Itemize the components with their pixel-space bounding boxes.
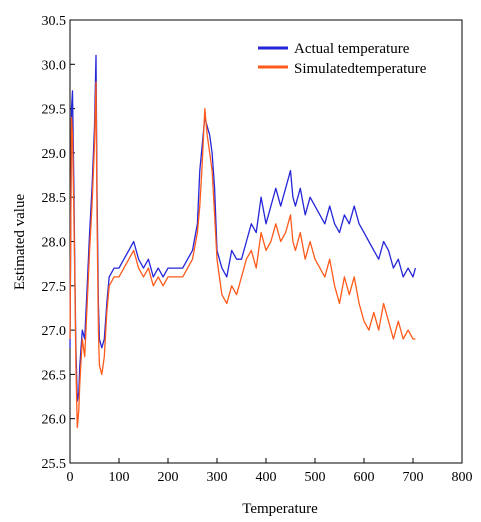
y-tick-label: 29.5 (42, 103, 67, 118)
y-tick-label: 28.5 (42, 191, 67, 206)
x-tick-label: 800 (452, 470, 473, 485)
y-tick-label: 28.0 (42, 236, 67, 251)
y-tick-label: 25.5 (42, 457, 67, 472)
series-lines (69, 54, 417, 429)
y-tick-label: 26.0 (42, 413, 67, 428)
x-tick-label: 200 (158, 470, 179, 485)
legend: Actual temperature Simulatedtemperature (258, 41, 427, 77)
x-tick-label: 400 (256, 470, 277, 485)
y-tick-label: 27.5 (42, 280, 67, 295)
y-tick-label: 26.5 (42, 368, 67, 383)
y-tick-label: 27.0 (42, 324, 67, 339)
y-tick-label: 30.5 (42, 14, 67, 29)
x-tick-label: 300 (207, 470, 228, 485)
series-line-simulated-temperature (69, 81, 416, 429)
y-tick-label: 30.0 (42, 58, 67, 73)
x-axis-label: Temperature (242, 501, 318, 517)
x-tick-label: 0 (67, 470, 74, 485)
x-tick-label: 700 (403, 470, 424, 485)
legend-label-simulated: Simulatedtemperature (294, 61, 427, 77)
y-tick-label: 29.0 (42, 147, 67, 162)
x-tick-label: 500 (305, 470, 326, 485)
x-tick-label: 600 (354, 470, 375, 485)
x-axis-ticks: 0 100 200 300 400 500 600 700 800 (67, 458, 473, 485)
x-tick-label: 100 (109, 470, 130, 485)
legend-label-actual: Actual temperature (294, 41, 410, 57)
y-axis-ticks: 25.5 26.0 26.5 27.0 27.5 28.0 28.5 29.0 29.5 30.0… (42, 14, 75, 472)
series-line-actual-temperature (69, 54, 417, 402)
y-axis-label: Estimated value (12, 194, 28, 291)
